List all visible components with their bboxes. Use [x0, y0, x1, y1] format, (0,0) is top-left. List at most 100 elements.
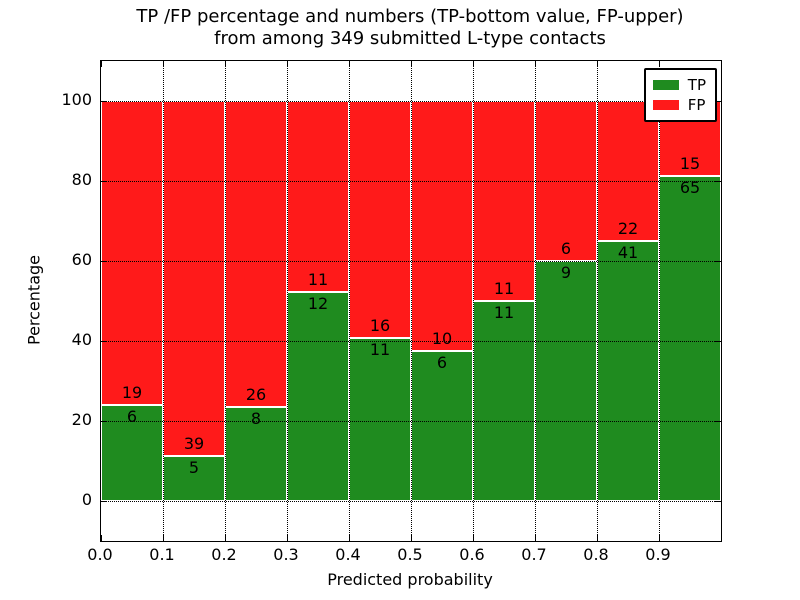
fp-count-label: 15: [679, 154, 701, 173]
x-axis-label: Predicted probability: [327, 570, 493, 589]
chart-title-line1: TP /FP percentage and numbers (TP-bottom…: [136, 6, 684, 27]
plot-area: TP FP 19 6 39 5 26 8 11 12 16 11 10 6 11 11 6 9 22 41 15 65: [100, 60, 722, 542]
fp-bar-segment: [473, 101, 535, 301]
legend-entry: FP: [652, 96, 706, 114]
legend: TP FP: [643, 68, 717, 122]
fp-bar-segment: [101, 101, 163, 405]
chart-title-line2: from among 349 submitted L-type contacts: [214, 28, 606, 49]
x-tick-label: 0.7: [521, 545, 547, 564]
y-tick-mark: [101, 261, 107, 262]
fp-count-label: 26: [245, 384, 267, 404]
y-tick-label: 0: [81, 490, 92, 509]
horizontal-gridline: [101, 181, 721, 182]
fp-bar-segment: [411, 101, 473, 351]
y-tick-mark-right: [715, 101, 721, 102]
x-tick-label: 0.2: [211, 545, 237, 564]
tp-count-label: 9: [560, 263, 572, 282]
x-tick-label: 0.9: [645, 545, 671, 564]
y-tick-mark-right: [715, 181, 721, 182]
x-tick-mark: [101, 535, 102, 541]
x-tick-mark-top: [225, 61, 226, 67]
horizontal-gridline: [101, 421, 721, 422]
legend-entry-label: FP: [687, 96, 706, 114]
tp-bar-segment: [287, 292, 349, 501]
y-tick-mark-right: [715, 261, 721, 262]
legend-entry-label: TP: [687, 76, 706, 94]
y-tick-mark: [101, 421, 107, 422]
x-tick-mark-top: [287, 61, 288, 67]
x-tick-mark: [473, 535, 474, 541]
x-tick-label: 0.0: [87, 545, 113, 564]
x-tick-mark-top: [473, 61, 474, 67]
y-tick-mark-right: [715, 341, 721, 342]
vertical-gridline: [287, 61, 288, 541]
tp-bar-segment: [349, 338, 411, 501]
y-tick-label: 60: [71, 250, 92, 269]
fp-count-label: 39: [183, 433, 205, 453]
tp-count-label: 11: [369, 340, 391, 360]
x-tick-mark: [163, 535, 164, 541]
x-tick-label: 0.4: [335, 545, 361, 564]
tp-bar-segment: [659, 176, 721, 501]
vertical-gridline: [597, 61, 598, 541]
fp-bar-segment: [287, 101, 349, 293]
tp-bar-segment: [473, 301, 535, 501]
fp-legend-swatch: [652, 100, 679, 110]
y-tick-label: 40: [71, 330, 92, 349]
y-tick-label: 100: [61, 90, 92, 109]
fp-bar-segment: [349, 101, 411, 339]
fp-bar-segment: [225, 101, 287, 407]
fp-count-label: 10: [431, 329, 453, 348]
y-tick-mark: [101, 181, 107, 182]
tp-legend-swatch: [652, 80, 679, 90]
x-tick-mark: [411, 535, 412, 541]
x-tick-mark-top: [659, 61, 660, 67]
x-tick-mark: [659, 535, 660, 541]
x-tick-mark-top: [163, 61, 164, 67]
vertical-gridline: [659, 61, 660, 541]
tp-count-label: 41: [617, 242, 639, 262]
x-tick-mark: [287, 535, 288, 541]
y-tick-mark-right: [715, 501, 721, 502]
tp-bar-segment: [597, 240, 659, 501]
fp-count-label: 16: [369, 316, 391, 336]
vertical-gridline: [473, 61, 474, 541]
x-tick-label: 0.6: [459, 545, 485, 564]
vertical-gridline: [349, 61, 350, 541]
fp-count-label: 19: [121, 383, 143, 402]
tp-count-label: 65: [679, 178, 701, 197]
vertical-gridline: [411, 61, 412, 541]
x-tick-mark: [225, 535, 226, 541]
fp-bar-segment: [163, 101, 225, 456]
y-tick-label: 80: [71, 170, 92, 189]
vertical-gridline: [163, 61, 164, 541]
fp-count-label: 6: [560, 239, 572, 258]
vertical-gridline: [535, 61, 536, 541]
horizontal-gridline: [101, 261, 721, 262]
x-tick-mark-top: [411, 61, 412, 67]
x-tick-label: 0.5: [397, 545, 423, 564]
horizontal-gridline: [101, 501, 721, 502]
fp-count-label: 22: [617, 218, 639, 238]
y-tick-mark: [101, 341, 107, 342]
tp-count-label: 11: [493, 303, 515, 322]
x-tick-mark-top: [349, 61, 350, 67]
tp-bar-segment: [411, 351, 473, 501]
x-tick-mark: [349, 535, 350, 541]
tp-bar-segment: [535, 261, 597, 501]
chart-title: TP /FP percentage and numbers (TP-bottom…: [100, 6, 720, 50]
tp-count-label: 8: [250, 408, 262, 428]
tp-count-label: 12: [307, 294, 329, 314]
y-tick-mark-right: [715, 421, 721, 422]
legend-entry: TP: [652, 76, 706, 94]
x-tick-mark: [535, 535, 536, 541]
y-tick-mark: [101, 501, 107, 502]
x-tick-label: 0.1: [149, 545, 175, 564]
fp-count-label: 11: [493, 279, 515, 298]
y-tick-mark: [101, 101, 107, 102]
tp-bar-segment: [163, 455, 225, 501]
x-tick-label: 0.8: [583, 545, 609, 564]
y-tick-label: 20: [71, 410, 92, 429]
x-tick-mark-top: [535, 61, 536, 67]
